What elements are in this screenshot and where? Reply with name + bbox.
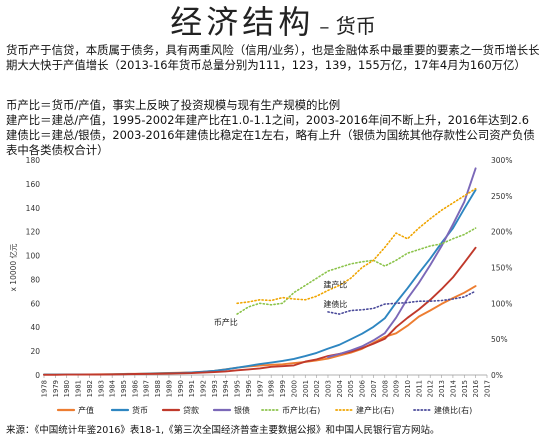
y-tick-right: 150% — [491, 264, 512, 273]
series-line-5 — [236, 187, 477, 305]
x-tick-label: 1992 — [200, 380, 208, 397]
x-tick-label: 1994 — [222, 380, 230, 397]
source-note: 来源：《中国统计年鉴2016》表18-1,《第三次全国经济普查主要数据公报》和中… — [6, 425, 440, 436]
x-tick-label: 1984 — [109, 380, 117, 397]
x-tick-label: 1996 — [245, 380, 253, 397]
page-title: 经济结构 – 货币 — [0, 2, 546, 48]
y-tick-left: 160 — [26, 180, 41, 189]
y-tick-right: 300% — [491, 156, 512, 165]
x-tick-label: 2009 — [393, 380, 401, 397]
legend-label: 银债 — [234, 405, 250, 415]
series-line-3 — [327, 167, 477, 359]
x-tick-label: 2004 — [336, 380, 344, 397]
title-main: 经济结构 — [170, 3, 315, 41]
y-tick-right: 100% — [491, 299, 512, 308]
legend-label: 货币 — [132, 405, 148, 415]
series-line-4 — [236, 227, 477, 315]
x-tick-label: 1989 — [165, 380, 173, 397]
x-tick-label: 1986 — [131, 380, 139, 397]
y-tick-left: 180 — [26, 156, 41, 165]
x-tick-label: 1991 — [188, 380, 196, 397]
x-tick-label: 2002 — [313, 380, 321, 397]
y-axis-label-left: x 10000 亿元 — [8, 243, 18, 292]
y-tick-left: 100 — [26, 252, 41, 261]
y-tick-left: 60 — [30, 299, 40, 308]
title-sub: – 货币 — [319, 14, 376, 38]
x-tick-label: 1987 — [143, 380, 151, 397]
x-tick-label: 1998 — [268, 380, 276, 397]
legend-label: 产值 — [78, 405, 94, 415]
x-tick-label: 1988 — [154, 380, 162, 397]
y-tick-left: 140 — [26, 204, 41, 213]
x-tick-label: 2003 — [324, 380, 332, 397]
y-tick-right: 0% — [491, 371, 503, 380]
series-line-1 — [43, 188, 477, 376]
chart-annotation: 建产比 — [323, 280, 347, 290]
x-tick-label: 1979 — [52, 380, 60, 397]
y-tick-left: 40 — [30, 323, 40, 332]
x-tick-label: 1985 — [120, 380, 128, 397]
y-tick-right: 200% — [491, 228, 512, 237]
x-tick-label: 2000 — [290, 380, 298, 397]
x-tick-label: 2015 — [461, 380, 469, 397]
legend-label: 建债比(右) — [434, 405, 472, 415]
x-tick-label: 2005 — [347, 380, 355, 397]
paragraph-money-overview: 货币产于信贷，本质属于债务，具有两重风险（信用/业务），也是金融体系中最重要的要… — [6, 43, 540, 72]
x-tick-label: 2010 — [404, 380, 412, 397]
x-tick-label: 1993 — [211, 380, 219, 397]
x-tick-label: 1981 — [75, 380, 83, 397]
x-tick-label: 1978 — [41, 380, 49, 397]
x-tick-label: 2008 — [381, 380, 389, 397]
x-tick-label: 2016 — [472, 380, 480, 397]
x-tick-label: 1990 — [177, 380, 185, 397]
series-line-6 — [327, 290, 477, 315]
x-tick-label: 2011 — [415, 380, 423, 397]
x-tick-label: 1995 — [234, 380, 242, 397]
x-tick-label: 1997 — [256, 380, 264, 397]
y-tick-left: 120 — [26, 228, 41, 237]
x-tick-label: 2007 — [370, 380, 378, 397]
legend-label: 建产比(右) — [356, 405, 394, 415]
x-tick-label: 2014 — [449, 380, 457, 397]
x-tick-label: 1980 — [63, 380, 71, 397]
x-tick-label: 2012 — [427, 380, 435, 397]
y-tick-right: 50% — [491, 335, 508, 344]
paragraph-money-output-ratio: 币产比＝货币/产值，事实上反映了投资规模与现有生产规模的比例 — [6, 98, 341, 112]
x-tick-label: 2006 — [359, 380, 367, 397]
chart-annotation: 建债比 — [323, 299, 347, 309]
x-tick-label: 2013 — [438, 380, 446, 397]
paragraph-construction-debt-ratio: 建债比＝建总/银债，2003-2016年建债比稳定在1左右，略有上升（银债为国统… — [6, 128, 535, 157]
x-tick-label: 1999 — [279, 380, 287, 397]
y-tick-left: 20 — [30, 347, 40, 356]
y-tick-left: 0 — [35, 371, 40, 380]
series-line-2 — [43, 246, 477, 376]
x-tick-label: 2001 — [302, 380, 310, 397]
paragraph-construction-output-ratio: 建产比＝建总/产值，1995-2002年建产比在1.0-1.1之间，2003-2… — [6, 113, 530, 127]
x-tick-label: 1983 — [97, 380, 105, 397]
y-tick-right: 250% — [491, 192, 512, 201]
x-tick-label: 1982 — [86, 380, 94, 397]
x-tick-label: 2017 — [484, 380, 492, 397]
chart-annotation: 币产比 — [214, 317, 238, 327]
y-tick-left: 80 — [30, 275, 40, 284]
legend-label: 币产比(右) — [282, 405, 320, 415]
legend-label: 贷款 — [183, 405, 199, 415]
